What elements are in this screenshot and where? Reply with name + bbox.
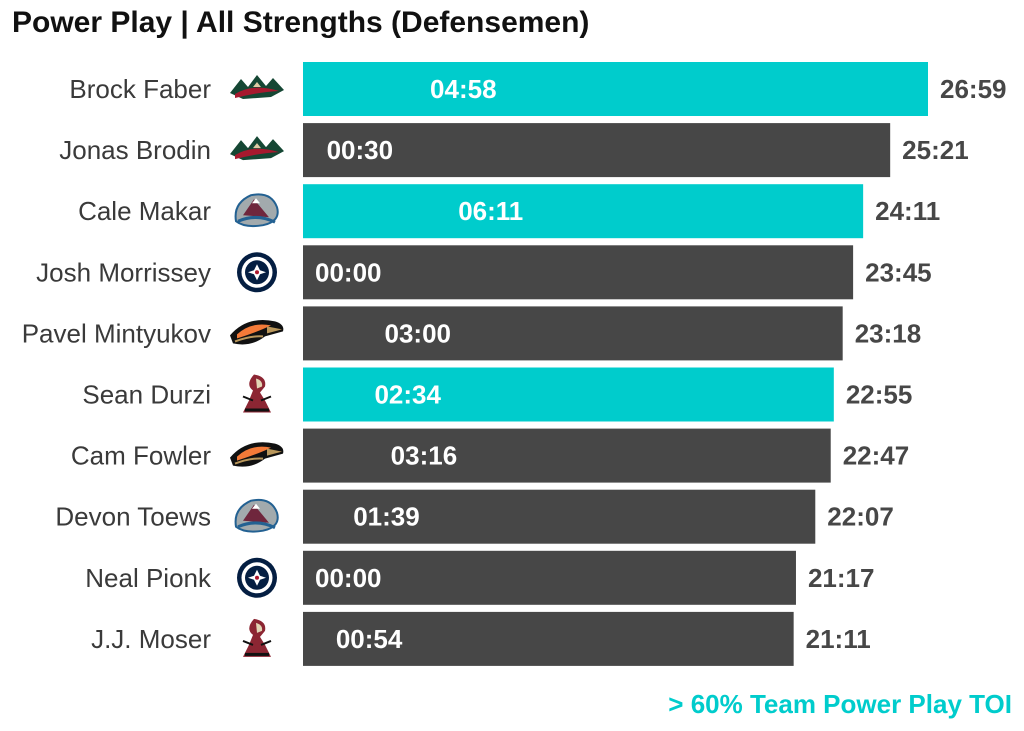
pp-toi-label-9: 00:54 (336, 624, 403, 654)
ducks-logo-icon (230, 320, 284, 345)
bar-5 (303, 367, 834, 422)
coyotes-logo-icon (242, 374, 272, 413)
player-label-8: Neal Pionk (85, 563, 212, 593)
pp-toi-label-0: 04:58 (430, 74, 497, 104)
pp-toi-label-4: 03:00 (384, 318, 451, 348)
bar-7 (303, 489, 816, 544)
total-toi-label-0: 26:59 (940, 74, 1007, 104)
total-toi-label-9: 21:11 (806, 624, 871, 654)
total-toi-label-3: 23:45 (865, 257, 932, 287)
avalanche-logo-icon (234, 193, 279, 228)
bar-3 (303, 245, 854, 300)
pp-toi-label-3: 00:00 (315, 257, 382, 287)
bar-1 (303, 123, 891, 178)
jets-logo-icon (237, 557, 277, 598)
player-label-2: Cale Makar (78, 196, 211, 226)
total-toi-label-4: 23:18 (855, 318, 922, 348)
bar-4 (303, 306, 843, 361)
pp-toi-label-8: 00:00 (315, 563, 382, 593)
wild-logo-icon (230, 136, 284, 161)
pp-toi-label-7: 01:39 (353, 502, 420, 532)
pp-toi-label-2: 06:11 (458, 196, 523, 226)
player-label-1: Jonas Brodin (59, 135, 211, 165)
coyotes-logo-icon (242, 618, 272, 657)
player-label-5: Sean Durzi (82, 380, 211, 410)
chart-title: Power Play | All Strengths (Defensemen) (12, 6, 590, 39)
total-toi-label-1: 25:21 (902, 135, 969, 165)
total-toi-label-8: 21:17 (808, 563, 875, 593)
pp-toi-label-6: 03:16 (391, 441, 458, 471)
player-label-3: Josh Morrissey (36, 257, 211, 287)
player-label-0: Brock Faber (69, 74, 211, 104)
bar-6 (303, 428, 831, 483)
ducks-logo-icon (230, 442, 284, 467)
player-label-6: Cam Fowler (71, 441, 211, 471)
bar-9 (303, 611, 794, 666)
total-toi-label-6: 22:47 (843, 441, 910, 471)
bar-2 (303, 184, 864, 239)
pp-toi-label-1: 00:30 (327, 135, 394, 165)
player-label-7: Devon Toews (55, 502, 211, 532)
total-toi-label-7: 22:07 (827, 502, 894, 532)
legend-note: > 60% Team Power Play TOI (668, 689, 1012, 719)
player-label-4: Pavel Mintyukov (22, 318, 211, 348)
wild-logo-icon (230, 75, 284, 99)
jets-logo-icon (237, 252, 277, 293)
pp-toi-label-5: 02:34 (374, 380, 441, 410)
avalanche-logo-icon (234, 498, 279, 533)
total-toi-label-2: 24:11 (875, 196, 940, 226)
bar-8 (303, 550, 796, 605)
player-label-9: J.J. Moser (91, 624, 211, 654)
total-toi-label-5: 22:55 (846, 380, 913, 410)
bar-0 (303, 62, 928, 116)
